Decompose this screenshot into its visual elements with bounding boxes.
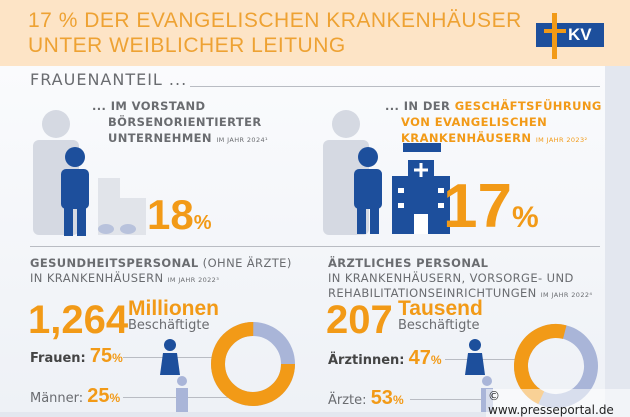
content-panel xyxy=(0,66,605,412)
doctors-number: 207 xyxy=(326,298,393,342)
women-slice xyxy=(211,322,295,406)
divider xyxy=(190,86,600,87)
management-heading: ... IN DER GESCHÄFTSFÜHRUNG VON EVANGELI… xyxy=(385,99,602,145)
health-staff-unit: Millionen xyxy=(128,297,219,320)
header xyxy=(0,0,630,66)
divider xyxy=(30,246,600,247)
doctors-heading: ÄRZTLICHES PERSONAL IN KRANKENHÄUSERN, V… xyxy=(328,256,593,300)
women-share: Frauen: 75% xyxy=(30,345,123,367)
doctors-unit: Tausend xyxy=(398,297,483,320)
management-figures-icon xyxy=(323,110,450,235)
dekv-logo: KV xyxy=(536,13,604,59)
men-share: Männer: 25% xyxy=(30,385,121,407)
management-value: 17% xyxy=(443,172,539,241)
pointer-line xyxy=(410,399,490,400)
section-label: FRAUENANTEIL ... xyxy=(30,70,188,89)
male-doctors-share: Ärzte: 53% xyxy=(328,387,404,409)
page-title: 17 % DER EVANGELISCHEN KRANKENHÄUSER UNT… xyxy=(28,9,522,57)
board-figures-icon xyxy=(33,110,146,236)
health-staff-donut xyxy=(211,322,295,406)
health-staff-number: 1,264 xyxy=(28,298,129,342)
health-staff-label: Beschäftigte xyxy=(128,318,210,333)
board-heading: ... IM VORSTAND BÖRSENORIENTIERTER UNTER… xyxy=(92,99,269,145)
women-men-figures-icon xyxy=(160,339,188,412)
watermark: © www.presseportal.de xyxy=(486,389,630,417)
doctors-label: Beschäftigte xyxy=(398,318,480,333)
health-staff-heading: GESUNDHEITSPERSONAL (OHNE ÄRZTE) IN KRAN… xyxy=(30,256,292,285)
female-doctors-share: Ärztinnen: 47% xyxy=(328,347,442,369)
board-value: 18% xyxy=(147,191,212,238)
